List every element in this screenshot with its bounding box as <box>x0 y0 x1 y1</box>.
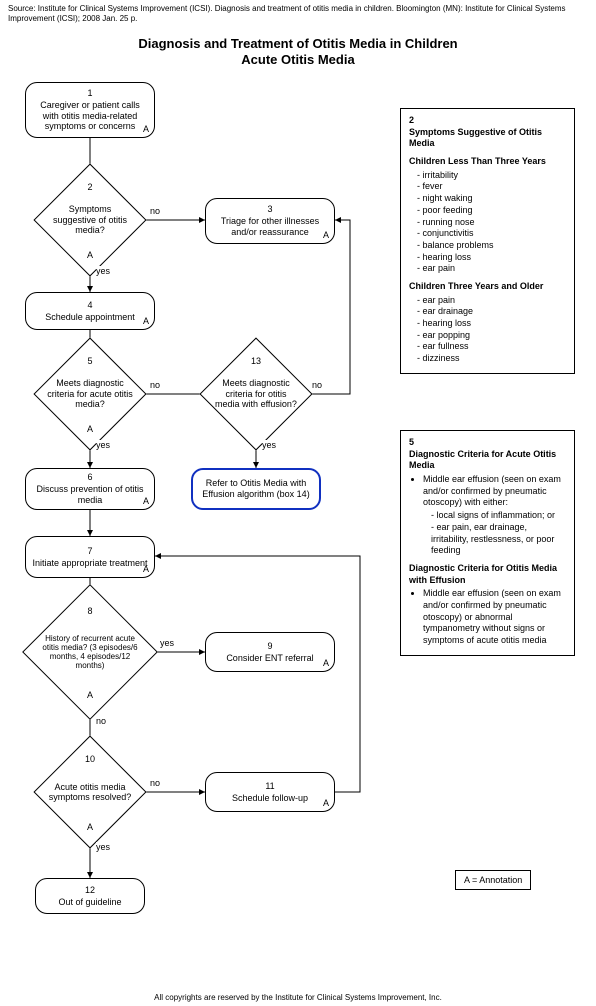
sidebar-number: 2 <box>409 115 566 127</box>
annotation-marker: A <box>323 658 329 669</box>
node-number: 6 <box>87 472 92 483</box>
sidebar-box-2-symptoms: 2 Symptoms Suggestive of Otitis Media Ch… <box>400 108 575 374</box>
list-item: irritability <box>417 170 566 182</box>
sidebar-box-5-diagnostic-criteria: 5 Diagnostic Criteria for Acute Otitis M… <box>400 430 575 656</box>
node-7-initiate-treatment: 7 Initiate appropriate treatment A <box>25 536 155 578</box>
node-12-out-of-guideline: 12 Out of guideline <box>35 878 145 914</box>
source-citation: Source: Institute for Clinical Systems I… <box>8 4 588 23</box>
node-9-ent-referral: 9 Consider ENT referral A <box>205 632 335 672</box>
node-text: Triage for other illnesses and/or reassu… <box>212 216 328 238</box>
list-item: ear fullness <box>417 341 566 353</box>
page-root: Source: Institute for Clinical Systems I… <box>0 0 596 1006</box>
node-number: 10 <box>85 754 95 764</box>
title-line-1: Diagnosis and Treatment of Otitis Media … <box>138 36 457 51</box>
node-text: Initiate appropriate treatment <box>32 558 147 569</box>
list-item: ear popping <box>417 330 566 342</box>
node-14-refer-ome-algorithm: Refer to Otitis Media with Effusion algo… <box>191 468 321 510</box>
node-text: Out of guideline <box>58 897 121 908</box>
annotation-marker: A <box>143 316 149 327</box>
list-item: balance problems <box>417 240 566 252</box>
node-number: 13 <box>251 356 261 366</box>
node-text: Discuss prevention of otitis media <box>32 484 148 506</box>
annotation-marker: A <box>87 424 93 434</box>
symptom-list-under3: irritabilityfevernight wakingpoor feedin… <box>409 170 566 275</box>
node-number: 4 <box>87 300 92 311</box>
list-item: fever <box>417 181 566 193</box>
list-item: running nose <box>417 217 566 229</box>
edge-label-n8-no: no <box>96 716 106 726</box>
edge-label-n5-no: no <box>150 380 160 390</box>
node-number: 9 <box>267 641 272 652</box>
list-item: ear drainage <box>417 306 566 318</box>
edge-label-n2-yes: yes <box>96 266 110 276</box>
node-6-discuss-prevention: 6 Discuss prevention of otitis media A <box>25 468 155 510</box>
list-item: night waking <box>417 193 566 205</box>
edge-label-n13-yes: yes <box>262 440 276 450</box>
node-5-meets-criteria-aom: 5 Meets diagnostic criteria for acute ot… <box>50 354 130 434</box>
annotation-marker: A <box>143 496 149 507</box>
list-item: conjunctivitis <box>417 228 566 240</box>
node-text: Refer to Otitis Media with Effusion algo… <box>199 478 313 500</box>
edge-label-n10-yes: yes <box>96 842 110 852</box>
sidebar-subheading: Diagnostic Criteria for Otitis Media wit… <box>409 563 566 586</box>
sidebar-number: 5 <box>409 437 566 449</box>
annotation-marker: A <box>87 690 93 700</box>
list-item: ear pain, ear drainage, irritability, re… <box>431 522 566 557</box>
criteria-list-aom: Middle ear effusion (seen on exam and/or… <box>409 474 566 557</box>
edge-label-n2-no: no <box>150 206 160 216</box>
list-item: ear pain <box>417 263 566 275</box>
list-item: poor feeding <box>417 205 566 217</box>
list-item: ear pain <box>417 295 566 307</box>
node-2-symptoms-suggestive: 2 Symptoms suggestive of otitis media? A <box>50 180 130 260</box>
annotation-marker: A <box>87 250 93 260</box>
node-4-schedule-appointment: 4 Schedule appointment A <box>25 292 155 330</box>
node-number: 7 <box>87 546 92 557</box>
edge-label-n10-no: no <box>150 778 160 788</box>
title-line-2: Acute Otitis Media <box>241 52 354 67</box>
node-10-symptoms-resolved: 10 Acute otitis media symptoms resolved?… <box>50 752 130 832</box>
edge-label-n5-yes: yes <box>96 440 110 450</box>
node-number: 2 <box>87 182 92 192</box>
list-item: local signs of inflammation; or <box>431 510 566 522</box>
sidebar-title: Symptoms Suggestive of Otitis Media <box>409 127 566 150</box>
node-3-triage: 3 Triage for other illnesses and/or reas… <box>205 198 335 244</box>
annotation-marker: A <box>87 822 93 832</box>
node-13-meets-criteria-ome: 13 Meets diagnostic criteria for otitis … <box>216 354 296 434</box>
node-number: 3 <box>267 204 272 215</box>
node-number: 1 <box>87 88 92 99</box>
node-1-caregiver-calls: 1 Caregiver or patient calls with otitis… <box>25 82 155 138</box>
criteria-sublist: local signs of inflammation; orear pain,… <box>423 510 566 557</box>
node-text: Schedule appointment <box>45 312 135 323</box>
sidebar-title: Diagnostic Criteria for Acute Otitis Med… <box>409 449 566 472</box>
criteria-lead: Middle ear effusion (seen on exam and/or… <box>423 474 561 507</box>
list-item: hearing loss <box>417 318 566 330</box>
list-item: dizziness <box>417 353 566 365</box>
annotation-marker: A <box>143 124 149 135</box>
node-8-history-recurrent: 8 History of recurrent acute otitis medi… <box>42 604 138 700</box>
annotation-marker: A <box>323 230 329 241</box>
criteria-list-ome: Middle ear effusion (seen on exam and/or… <box>409 588 566 646</box>
node-text: Consider ENT referral <box>226 653 313 664</box>
node-text: Schedule follow-up <box>232 793 308 804</box>
node-number: 5 <box>87 356 92 366</box>
annotation-marker: A <box>323 798 329 809</box>
copyright-footer: All copyrights are reserved by the Insti… <box>0 993 596 1002</box>
node-number: 12 <box>85 885 95 896</box>
node-number: 8 <box>87 606 92 616</box>
symptom-list-over3: ear painear drainagehearing lossear popp… <box>409 295 566 365</box>
sidebar-subheading: Children Three Years and Older <box>409 281 566 293</box>
edge-label-n8-yes: yes <box>160 638 174 648</box>
node-number: 11 <box>265 781 274 792</box>
edge-label-n13-no: no <box>312 380 322 390</box>
node-11-schedule-followup: 11 Schedule follow-up A <box>205 772 335 812</box>
annotation-marker: A <box>143 564 149 575</box>
page-title: Diagnosis and Treatment of Otitis Media … <box>0 36 596 69</box>
list-item: hearing loss <box>417 252 566 264</box>
sidebar-subheading: Children Less Than Three Years <box>409 156 566 168</box>
node-text: Caregiver or patient calls with otitis m… <box>32 100 148 132</box>
legend-annotation: A = Annotation <box>455 870 531 890</box>
criteria-lead: Middle ear effusion (seen on exam and/or… <box>423 588 566 646</box>
